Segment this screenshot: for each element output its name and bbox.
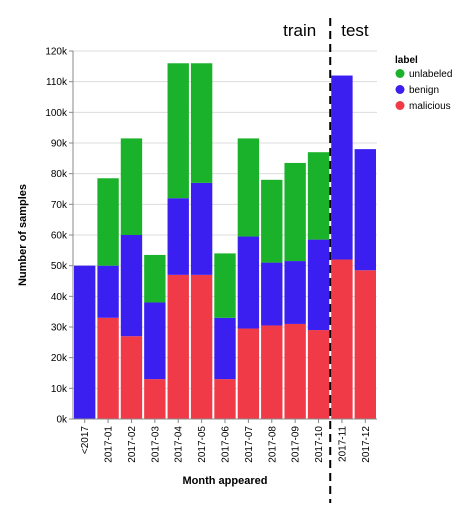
bar-segment-unlabeled — [214, 253, 236, 318]
bar-segment-benign — [74, 265, 96, 419]
legend-swatch-malicious — [395, 101, 405, 110]
bar-segment-malicious — [307, 330, 330, 419]
y-tick-label: 60k — [51, 231, 68, 242]
y-tick-label: 110k — [46, 77, 68, 88]
train-label: train — [283, 21, 316, 40]
bar-segment-benign — [261, 262, 283, 326]
test-label: test — [341, 21, 369, 40]
legend-swatch-unlabeled — [395, 69, 405, 78]
bar-segment-benign — [214, 317, 236, 380]
x-tick-label: 2017-05 — [197, 426, 208, 463]
bar-segment-malicious — [167, 274, 189, 419]
x-tick-label: 2017-07 — [244, 426, 255, 463]
bar-segment-benign — [144, 302, 166, 380]
x-tick-label: 2017-04 — [174, 426, 185, 463]
x-tick-label: 2017-03 — [150, 426, 161, 463]
bar-segment-unlabeled — [261, 179, 283, 263]
legend-swatch-benign — [395, 85, 405, 94]
y-tick-label: 100k — [45, 108, 68, 119]
train-test-annotation: train test — [283, 18, 369, 503]
x-tick-label: 2017-10 — [314, 426, 325, 463]
bar-segment-unlabeled — [144, 254, 166, 303]
bar-segment-benign — [354, 149, 376, 271]
bar-segment-benign — [307, 239, 330, 331]
bar-segment-unlabeled — [190, 63, 213, 183]
y-tick-label: 70k — [51, 200, 68, 211]
y-tick-label: 10k — [51, 384, 68, 395]
x-tick-label: 2017-12 — [361, 426, 372, 463]
y-tick-label: 50k — [51, 261, 68, 272]
y-tick-label: 90k — [51, 139, 68, 150]
y-tick-label: 40k — [51, 292, 68, 303]
x-tick-label: 2017-11 — [337, 426, 348, 462]
x-tick-label: <2017 — [80, 426, 91, 455]
y-axis-title: Number of samples — [17, 184, 29, 286]
legend-label-malicious: malicious — [409, 101, 451, 112]
bar-segment-malicious — [354, 270, 376, 419]
legend-title: label — [395, 55, 418, 66]
bar-segment-unlabeled — [284, 162, 306, 262]
bar-segment-malicious — [237, 328, 260, 419]
x-tick-label: 2017-02 — [127, 426, 138, 463]
x-tick-label: 2017-01 — [104, 426, 115, 463]
x-tick-label: 2017-09 — [291, 426, 302, 463]
legend: label unlabeled benign malicious — [395, 55, 452, 112]
y-tick-label: 120k — [45, 47, 68, 58]
bar-segment-benign — [97, 265, 119, 318]
bar-segment-malicious — [284, 323, 306, 419]
bar-segment-benign — [237, 236, 260, 329]
bar-segment-unlabeled — [97, 178, 119, 266]
y-tick-label: 0k — [56, 415, 68, 426]
x-axis-title: Month appeared — [183, 475, 268, 487]
bar-segment-benign — [190, 182, 213, 275]
bar-segment-benign — [284, 261, 306, 324]
bar-segment-unlabeled — [237, 138, 260, 237]
bar-segment-unlabeled — [167, 63, 189, 199]
bar-segment-unlabeled — [120, 138, 143, 235]
bar-segment-malicious — [97, 317, 119, 419]
bar-segment-benign — [120, 235, 143, 337]
x-tick-label: 2017-06 — [221, 426, 232, 463]
bar-segment-benign — [331, 75, 353, 260]
bar-segment-unlabeled — [307, 152, 330, 240]
x-tick-label: 2017-08 — [267, 426, 278, 463]
legend-label-unlabeled: unlabeled — [409, 69, 452, 80]
bar-segment-malicious — [190, 274, 213, 419]
bar-segment-malicious — [120, 336, 143, 419]
bar-segment-malicious — [261, 325, 283, 419]
bar-segment-benign — [167, 198, 189, 275]
y-tick-label: 20k — [51, 353, 68, 364]
y-tick-label: 80k — [51, 169, 68, 180]
y-tick-label: 30k — [51, 323, 68, 334]
bar-segment-malicious — [144, 379, 166, 419]
axes: 0k 10k 20k 30k 40k 50k 60k 70k 80k 90k 100k 110k 120… — [17, 47, 377, 487]
bar-segment-malicious — [214, 379, 236, 419]
bars — [74, 63, 376, 419]
bar-segment-malicious — [331, 259, 353, 419]
legend-label-benign: benign — [409, 85, 439, 96]
